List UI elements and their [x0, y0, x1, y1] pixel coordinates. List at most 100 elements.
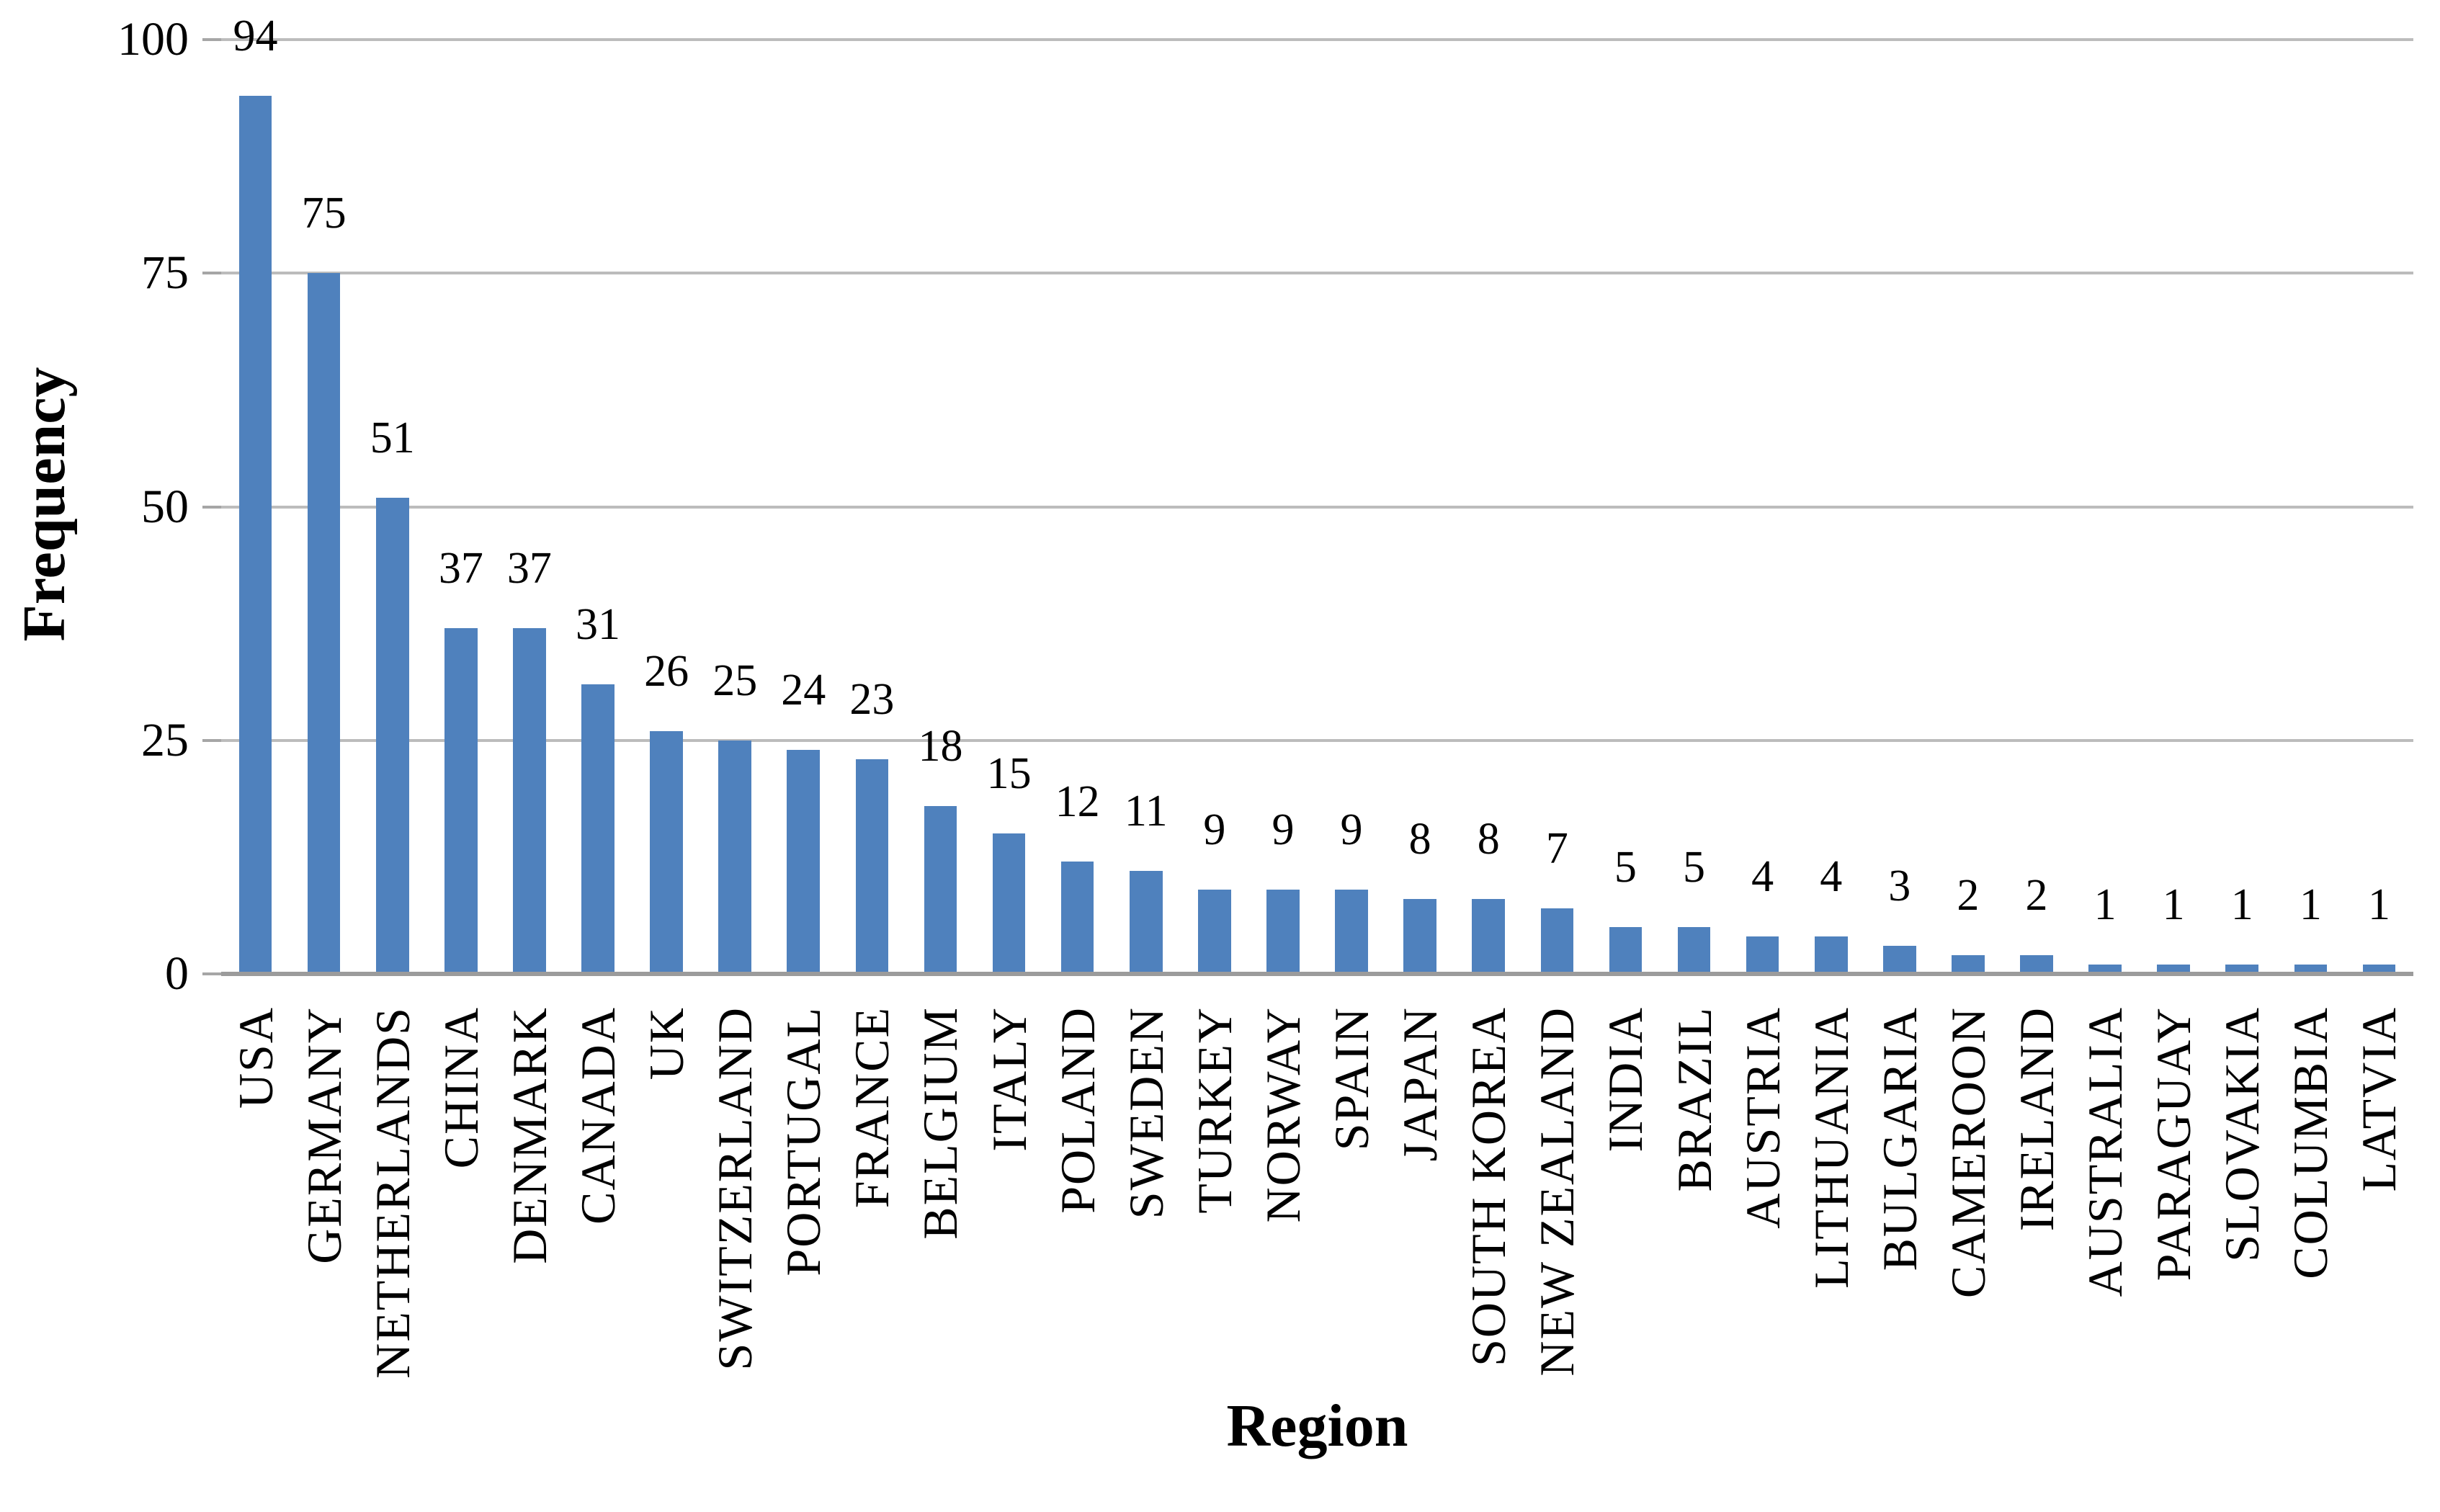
bar — [375, 497, 409, 974]
gridline — [221, 738, 2413, 742]
bar — [1814, 936, 1848, 974]
y-tick-label: 100 — [117, 13, 189, 66]
bar — [2088, 965, 2122, 974]
bar-column: 2 — [2002, 40, 2070, 974]
bar-value-label: 1 — [2162, 880, 2185, 930]
bar-column: 5 — [1660, 40, 1728, 974]
bar — [238, 95, 272, 974]
bar-value-label: 18 — [918, 721, 963, 771]
bar-column: 51 — [358, 40, 426, 974]
bar-value-label: 1 — [2230, 880, 2253, 930]
bar — [2157, 965, 2190, 974]
bar-column: 9 — [1248, 40, 1317, 974]
y-tick-mark — [202, 738, 221, 742]
bar-column: 9 — [1180, 40, 1248, 974]
bar-column: 4 — [1728, 40, 1797, 974]
bar-column: 37 — [426, 40, 495, 974]
bar — [2362, 965, 2396, 974]
bar — [718, 740, 752, 974]
bar — [1882, 946, 1916, 974]
bar-column: 1 — [2140, 40, 2208, 974]
y-tick-mark — [202, 972, 221, 975]
bar-value-label: 11 — [1124, 787, 1168, 836]
bar-value-label: 3 — [1888, 862, 1911, 911]
bar-value-label: 15 — [986, 749, 1032, 799]
bar — [1677, 927, 1711, 974]
y-tick-label: 0 — [165, 947, 189, 1000]
bar-value-label: 2 — [1957, 871, 1980, 921]
bar — [1129, 871, 1163, 974]
bar-value-label: 7 — [1545, 824, 1568, 874]
bar-column: 23 — [838, 40, 906, 974]
y-tick-label: 25 — [141, 713, 189, 766]
bar-column: 94 — [221, 14, 290, 974]
bar — [581, 684, 615, 974]
bar-column: 9 — [1318, 40, 1386, 974]
bar-value-label: 51 — [370, 413, 415, 462]
bar-value-label: 2 — [2025, 871, 2048, 921]
bar — [307, 273, 341, 974]
bar-value-label: 4 — [1751, 852, 1774, 902]
bar — [992, 833, 1026, 974]
bar-column: 1 — [2071, 40, 2140, 974]
bar-value-label: 23 — [849, 674, 895, 724]
bar-column: 24 — [769, 40, 838, 974]
bar-value-label: 12 — [1055, 777, 1100, 827]
bar-value-label: 9 — [1203, 805, 1226, 855]
x-axis-title: Region — [1226, 1392, 1408, 1459]
gridline — [221, 272, 2413, 275]
bar — [2020, 955, 2053, 974]
bar-column: 11 — [1112, 40, 1180, 974]
bar-value-label: 94 — [233, 11, 278, 61]
bar — [1472, 899, 1506, 974]
bar-value-label: 4 — [1820, 852, 1843, 902]
bar — [444, 628, 478, 974]
bar-column: 18 — [906, 40, 975, 974]
y-tick-mark — [202, 38, 221, 41]
bar — [787, 749, 821, 974]
bar — [1746, 936, 1779, 974]
bar — [1403, 899, 1436, 974]
bar-column: 5 — [1591, 40, 1660, 974]
bar-column: 8 — [1386, 40, 1454, 974]
bar — [1540, 908, 1574, 974]
bar-value-label: 75 — [301, 189, 347, 238]
bar-column: 1 — [2276, 40, 2345, 974]
bar-column: 4 — [1797, 40, 1865, 974]
bar-value-label: 1 — [2367, 880, 2390, 930]
bar — [513, 628, 546, 974]
bar-column: 25 — [701, 40, 769, 974]
y-tick-mark — [202, 272, 221, 275]
bar-column: 3 — [1865, 40, 1934, 974]
bar-value-label: 24 — [781, 665, 826, 715]
bar — [650, 730, 683, 974]
bar-column: 7 — [1523, 40, 1591, 974]
bar — [2225, 965, 2259, 974]
bar-value-label: 31 — [576, 599, 621, 649]
bar-column: 26 — [633, 40, 701, 974]
bar — [1952, 955, 1985, 974]
y-axis: 0 25 50 75 100 — [0, 16, 221, 998]
bar-value-label: 1 — [2093, 880, 2117, 930]
bar — [1335, 890, 1368, 974]
gridline — [221, 505, 2413, 509]
bar-column: 1 — [2345, 40, 2413, 974]
bar-column: 31 — [563, 40, 632, 974]
bar-column: 75 — [290, 40, 358, 974]
bar-column: 37 — [495, 40, 563, 974]
y-tick-label: 50 — [141, 480, 189, 533]
bar — [1198, 890, 1231, 974]
bar-value-label: 37 — [438, 544, 483, 594]
bar-column: 12 — [1043, 40, 1112, 974]
bar-column: 2 — [1934, 40, 2002, 974]
gridline — [221, 38, 2413, 41]
plot-area: 94 75 51 37 37 31 26 25 24 23 18 15 12 11 9 9 9 8 8 7 5 5 4 4 3 2… — [221, 14, 2413, 976]
bar-value-label: 5 — [1683, 843, 1706, 893]
bar — [1609, 927, 1643, 974]
bar-value-label: 8 — [1477, 815, 1500, 864]
bar — [2294, 965, 2328, 974]
bar-value-label: 5 — [1614, 843, 1637, 893]
bar-value-label: 8 — [1408, 815, 1431, 864]
bar — [1060, 862, 1094, 974]
